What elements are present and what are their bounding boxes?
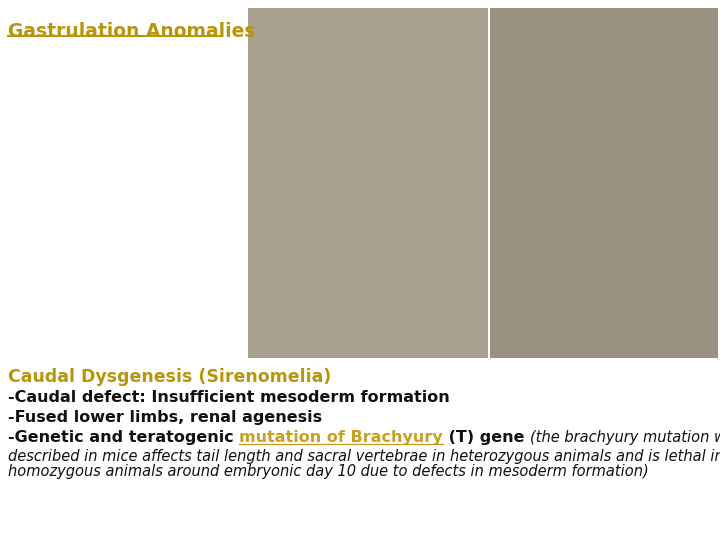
Text: Caudal Dysgenesis (Sirenomelia): Caudal Dysgenesis (Sirenomelia) (8, 368, 331, 386)
Text: mutation of Brachyury: mutation of Brachyury (239, 430, 443, 445)
Bar (248, 8, 488, 358)
Text: (the brachyury mutation was first: (the brachyury mutation was first (530, 430, 720, 445)
Text: Gastrulation Anomalies: Gastrulation Anomalies (8, 22, 256, 41)
Bar (490, 8, 718, 358)
Text: described in mice affects tail length and sacral vertebrae in heterozygous anima: described in mice affects tail length an… (8, 449, 720, 464)
Text: -Genetic and teratogenic: -Genetic and teratogenic (8, 430, 239, 445)
Text: (T) gene: (T) gene (443, 430, 530, 445)
Text: homozygous animals around embryonic day 10 due to defects in mesoderm formation): homozygous animals around embryonic day … (8, 464, 649, 479)
Text: -Caudal defect: Insufficient mesoderm formation: -Caudal defect: Insufficient mesoderm fo… (8, 390, 450, 405)
Text: -Fused lower limbs, renal agenesis: -Fused lower limbs, renal agenesis (8, 410, 322, 425)
